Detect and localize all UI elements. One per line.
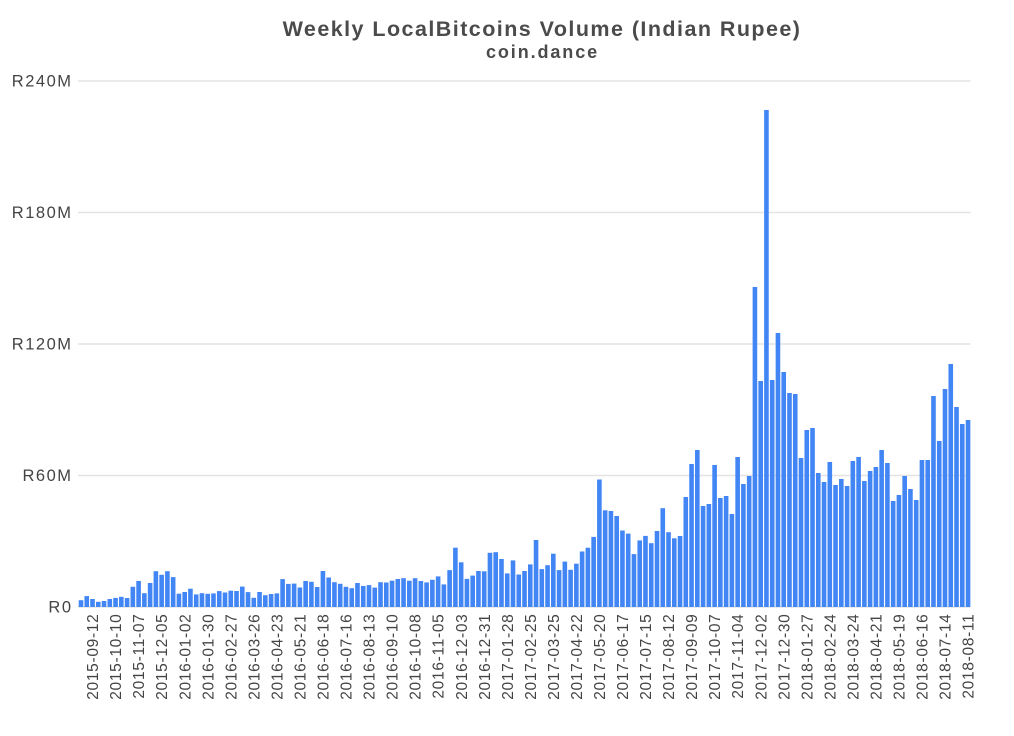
svg-text:R0: R0 [48,598,72,616]
svg-text:2016-11-05: 2016-11-05 [431,614,448,699]
svg-text:2018-05-19: 2018-05-19 [892,614,909,700]
svg-text:2015-11-07: 2015-11-07 [131,614,148,699]
svg-text:2018-01-27: 2018-01-27 [799,614,816,700]
svg-text:2016-03-26: 2016-03-26 [246,614,263,700]
svg-text:2017-08-12: 2017-08-12 [661,614,678,700]
svg-text:2018-04-21: 2018-04-21 [868,614,885,700]
svg-text:2016-05-21: 2016-05-21 [292,614,309,700]
svg-text:2017-12-02: 2017-12-02 [753,614,770,700]
svg-text:2017-11-04: 2017-11-04 [730,614,747,699]
svg-text:2016-02-27: 2016-02-27 [223,614,240,700]
svg-text:2017-04-22: 2017-04-22 [569,614,586,700]
svg-text:2018-07-14: 2018-07-14 [938,614,955,700]
svg-text:2017-06-17: 2017-06-17 [615,614,632,700]
svg-text:2017-05-20: 2017-05-20 [592,614,609,700]
svg-text:2018-02-24: 2018-02-24 [822,614,839,700]
svg-text:2018-06-16: 2018-06-16 [915,614,932,700]
svg-text:2016-01-02: 2016-01-02 [177,614,194,700]
svg-text:2018-08-11: 2018-08-11 [961,614,978,699]
svg-text:2015-10-10: 2015-10-10 [108,614,125,700]
svg-text:R180M: R180M [12,204,73,222]
svg-text:2017-02-25: 2017-02-25 [523,614,540,700]
svg-text:2016-04-23: 2016-04-23 [269,614,286,700]
svg-text:2016-06-18: 2016-06-18 [316,614,333,700]
svg-text:2017-12-30: 2017-12-30 [776,614,793,700]
svg-text:2016-09-10: 2016-09-10 [385,614,402,700]
svg-text:2016-07-16: 2016-07-16 [339,614,356,700]
svg-text:R120M: R120M [12,335,73,353]
svg-text:2016-10-08: 2016-10-08 [408,614,425,700]
svg-text:2017-01-28: 2017-01-28 [500,614,517,700]
svg-text:2017-09-09: 2017-09-09 [684,614,701,700]
svg-text:2016-12-03: 2016-12-03 [454,614,471,700]
svg-text:2017-07-15: 2017-07-15 [638,614,655,700]
svg-text:2016-01-30: 2016-01-30 [200,614,217,700]
svg-text:2018-03-24: 2018-03-24 [845,614,862,700]
svg-text:R240M: R240M [12,72,73,90]
svg-text:2016-12-31: 2016-12-31 [477,614,494,700]
svg-text:2016-08-13: 2016-08-13 [362,614,379,700]
svg-text:R60M: R60M [22,467,72,485]
svg-text:2017-03-25: 2017-03-25 [546,614,563,700]
svg-text:2015-12-05: 2015-12-05 [154,614,171,700]
svg-text:2015-09-12: 2015-09-12 [85,614,102,700]
svg-text:coin.dance: coin.dance [486,42,599,62]
svg-text:2017-10-07: 2017-10-07 [707,614,724,700]
svg-text:Weekly LocalBitcoins Volume (I: Weekly LocalBitcoins Volume (Indian Rupe… [283,17,802,41]
